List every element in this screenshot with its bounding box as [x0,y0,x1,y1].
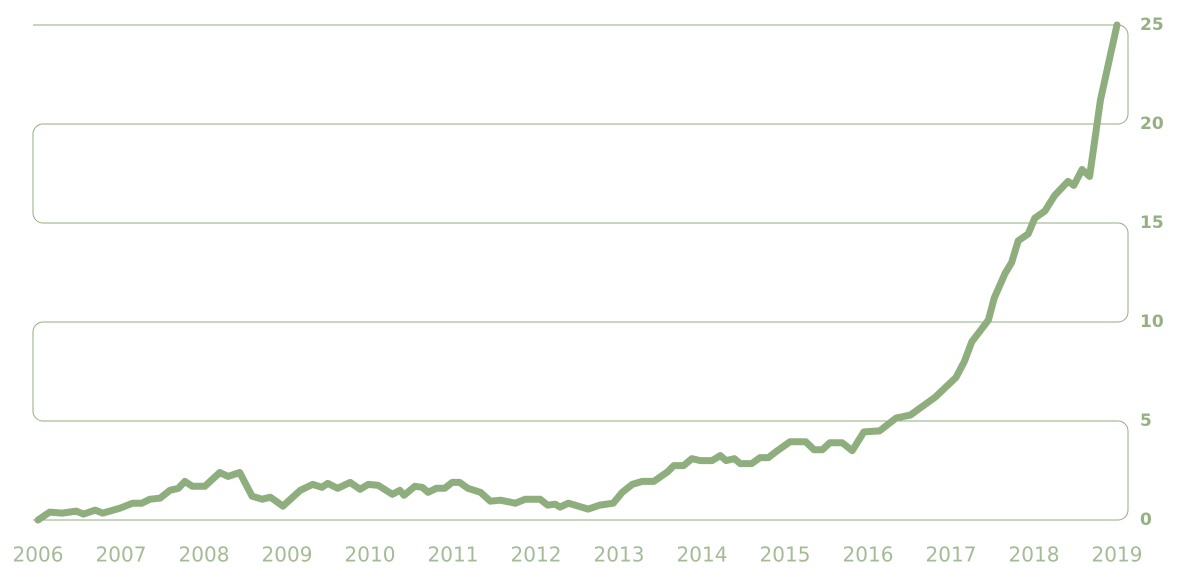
x-tick-label: 2017 [926,543,977,567]
y-tick-label: 25 [1140,15,1164,35]
grid-connector [32,321,44,422]
x-tick-label: 2015 [760,543,811,567]
x-tick-label: 2019 [1092,543,1143,567]
x-tick-label: 2008 [179,543,230,567]
y-tick-label: 0 [1140,510,1152,530]
grid-connector [32,123,44,224]
y-tick-label: 20 [1140,114,1164,134]
x-tick-label: 2011 [428,543,479,567]
x-tick-label: 2014 [677,543,728,567]
x-tick-label: 2007 [96,543,147,567]
grid-connector [1117,222,1129,323]
y-tick-label: 5 [1140,411,1152,431]
x-tick-label: 2018 [1009,543,1060,567]
grid-connector [1117,24,1129,125]
x-tick-label: 2009 [262,543,313,567]
x-tick-label: 2013 [594,543,645,567]
y-tick-label: 10 [1140,312,1164,332]
x-tick-label: 2010 [345,543,396,567]
x-tick-label: 2016 [843,543,894,567]
grid-connector [1117,420,1129,521]
y-tick-label: 15 [1140,213,1164,233]
x-tick-label: 2012 [511,543,562,567]
x-tick-label: 2006 [13,543,64,567]
line-series [34,21,1121,524]
